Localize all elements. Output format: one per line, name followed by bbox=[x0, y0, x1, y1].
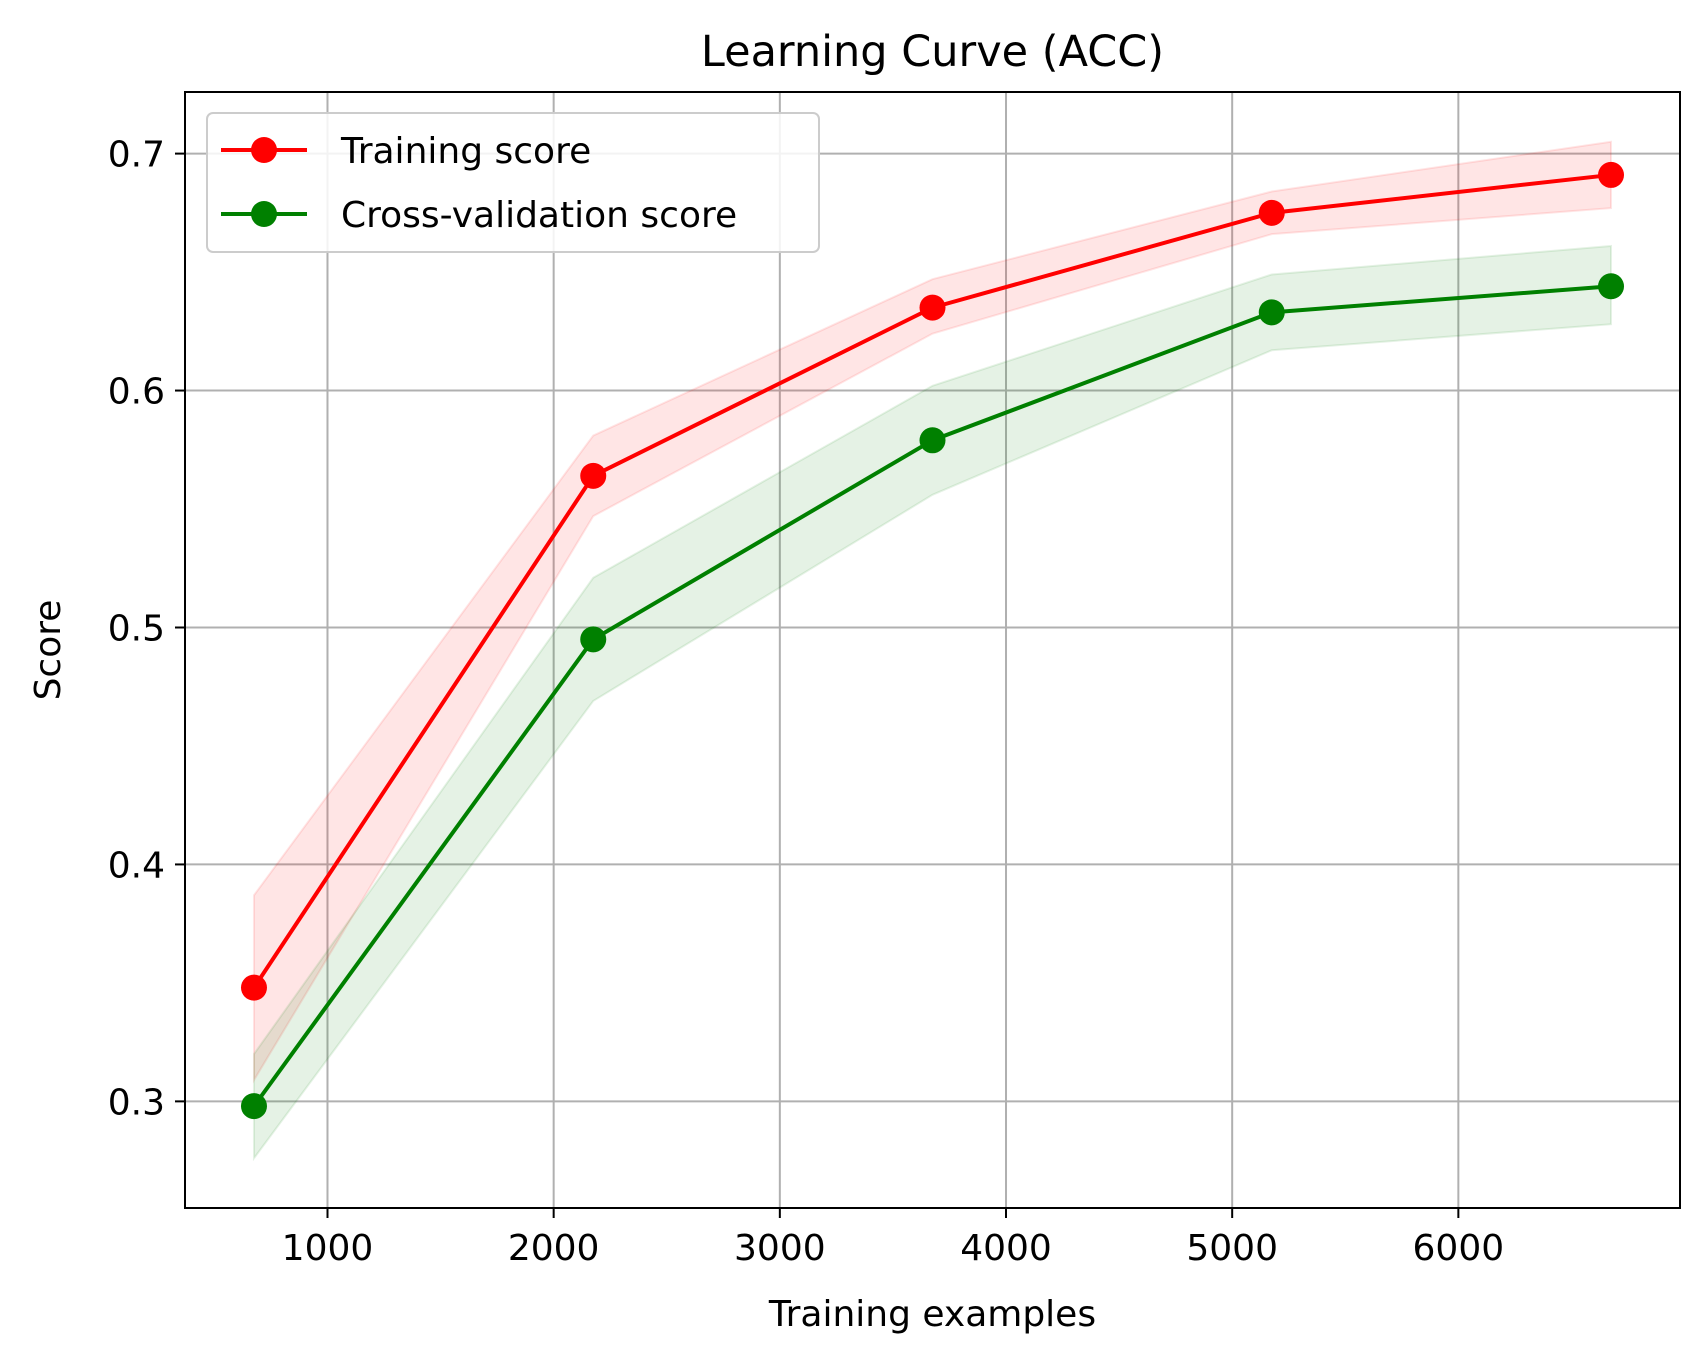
x-tick-label: 2000 bbox=[508, 1228, 600, 1269]
y-tick-label: 0.7 bbox=[108, 135, 165, 176]
y-tick-label: 0.5 bbox=[108, 608, 165, 649]
x-tick-label: 1000 bbox=[282, 1228, 374, 1269]
x-tick-label: 3000 bbox=[734, 1228, 826, 1269]
grid-lines bbox=[185, 92, 1680, 1208]
data-point bbox=[1598, 161, 1625, 188]
data-point bbox=[240, 1093, 267, 1120]
data-point bbox=[1258, 199, 1285, 226]
legend-label: Cross-validation score bbox=[341, 195, 737, 236]
data-point bbox=[580, 462, 607, 489]
x-tick-label: 5000 bbox=[1186, 1228, 1278, 1269]
y-tick-label: 0.3 bbox=[108, 1082, 165, 1123]
legend-label: Training score bbox=[340, 131, 591, 172]
y-axis-label: Score bbox=[28, 600, 69, 701]
data-point bbox=[919, 427, 946, 454]
legend: Training score Cross-validation score bbox=[206, 112, 820, 253]
y-tick-label: 0.6 bbox=[108, 372, 165, 413]
data-point bbox=[240, 974, 267, 1001]
axis-ticks: 1000 2000 3000 4000 5000 6000 0.3 0.4 0.5 0.6 0.7 bbox=[108, 135, 1504, 1269]
y-tick-label: 0.4 bbox=[108, 845, 165, 886]
legend-marker bbox=[251, 201, 277, 227]
x-tick-label: 4000 bbox=[960, 1228, 1052, 1269]
x-axis-label: Training examples bbox=[768, 1294, 1096, 1335]
confidence-band bbox=[252, 140, 1613, 1084]
data-point bbox=[1598, 273, 1625, 300]
x-tick-label: 6000 bbox=[1413, 1228, 1505, 1269]
legend-box bbox=[206, 112, 820, 253]
data-point bbox=[580, 626, 607, 653]
chart-title: Learning Curve (ACC) bbox=[701, 27, 1164, 77]
data-point bbox=[1258, 299, 1285, 326]
legend-marker bbox=[251, 137, 277, 163]
series-markers bbox=[240, 161, 1625, 1120]
data-point bbox=[919, 294, 946, 321]
plot-frame bbox=[184, 91, 1681, 1209]
